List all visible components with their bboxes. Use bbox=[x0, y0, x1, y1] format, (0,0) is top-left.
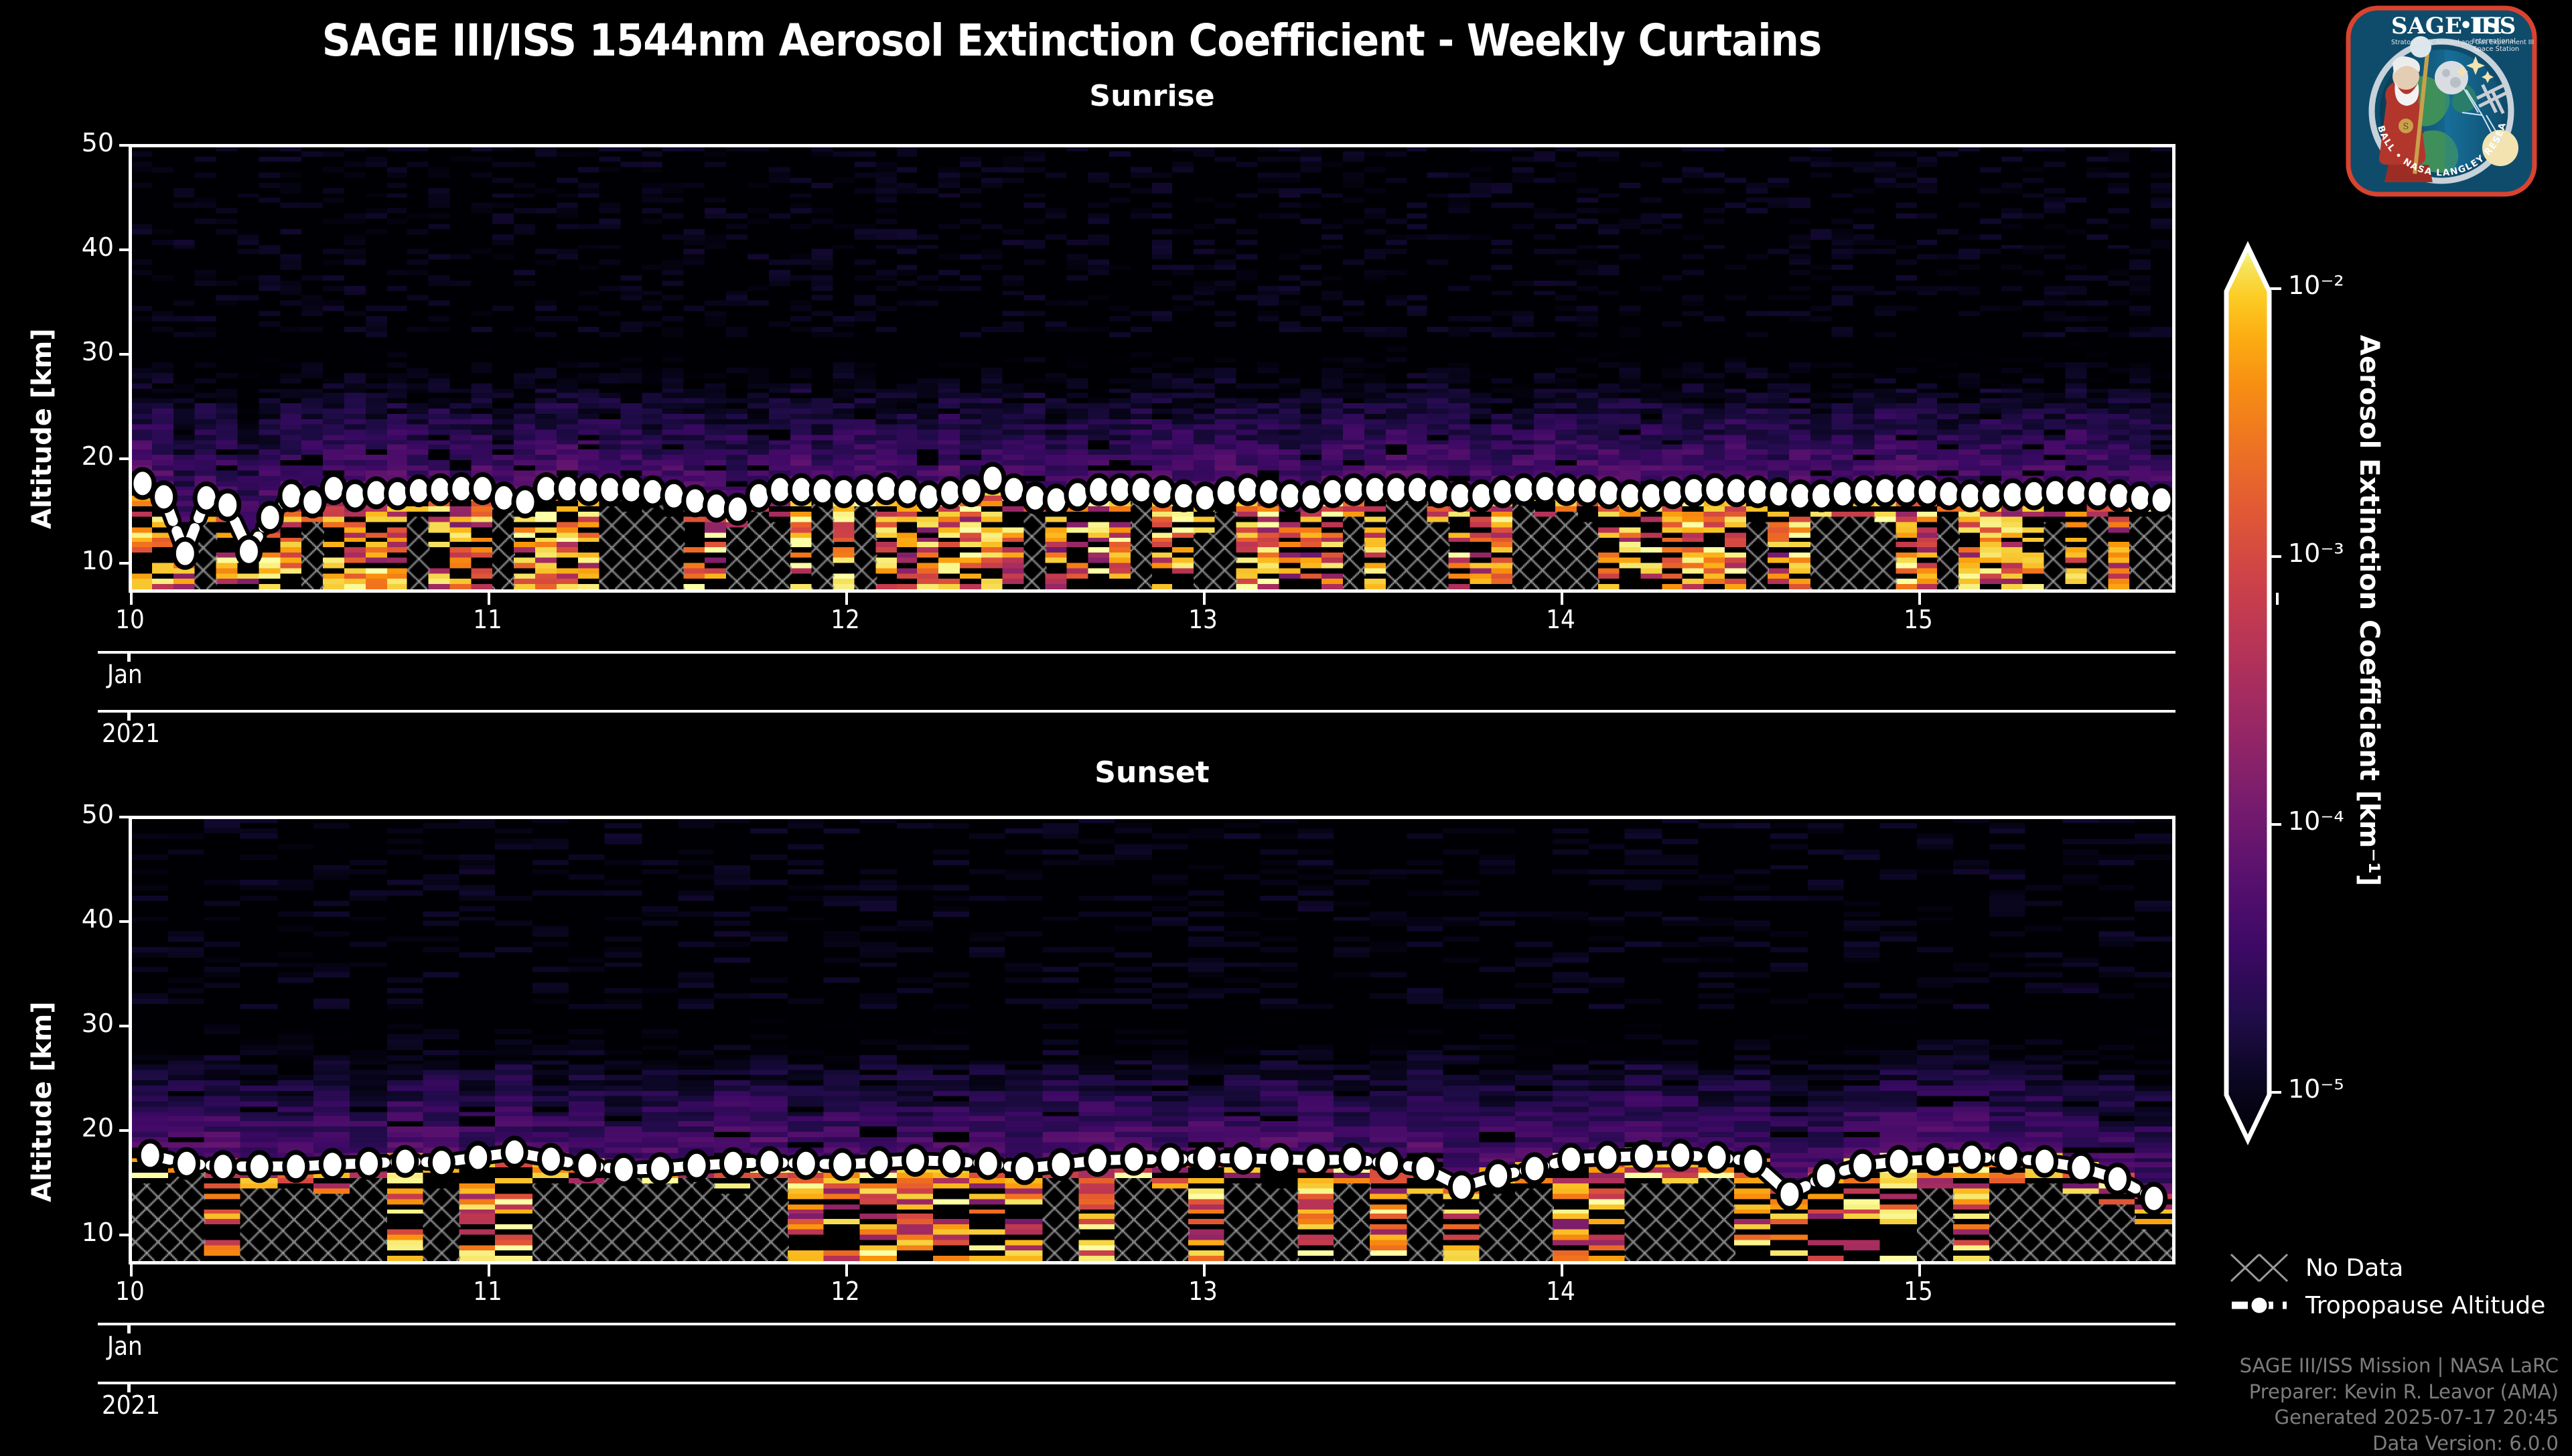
x-tick-mark bbox=[1203, 1264, 1206, 1277]
x-tick-label: 14 bbox=[1546, 605, 1575, 634]
y-tick-label: 10 bbox=[81, 1218, 114, 1247]
svg-text:S: S bbox=[2403, 122, 2409, 132]
hatch-swatch-icon bbox=[2230, 1254, 2288, 1282]
y-tick-mark bbox=[119, 353, 133, 356]
axis-level-tick-month-sunset bbox=[127, 1323, 131, 1333]
legend-item-tropopause[interactable]: Tropopause Altitude bbox=[2230, 1287, 2565, 1324]
y-tick-mark bbox=[119, 920, 133, 923]
axis-level-line-year-sunset bbox=[98, 1382, 2175, 1384]
y-tick-mark bbox=[119, 248, 133, 251]
x-tick-mark bbox=[1561, 593, 1563, 605]
y-tick-label: 30 bbox=[81, 1009, 114, 1038]
axis-level-tick-year-sunrise bbox=[127, 710, 131, 721]
colorbar-gradient bbox=[2224, 240, 2272, 1146]
x-axis-year-label-sunset: 2021 bbox=[102, 1390, 160, 1420]
x-tick-label: 13 bbox=[1188, 605, 1218, 634]
y-tick-label: 20 bbox=[81, 441, 114, 471]
tropopause-line-sunset bbox=[136, 1135, 2168, 1215]
y-tick-mark bbox=[119, 144, 133, 147]
y-tick-mark bbox=[119, 457, 133, 460]
panel-title-sunset: Sunset bbox=[1094, 755, 1210, 790]
logo-subtitle-left: Stratospheric Aerosol and Gas Experiment… bbox=[2391, 39, 2534, 46]
y-tick-mark bbox=[119, 1025, 133, 1027]
panel-title-sunrise: Sunrise bbox=[1089, 79, 1215, 113]
x-tick-mark bbox=[130, 593, 133, 605]
curtain-canvas-sunrise bbox=[132, 147, 2172, 589]
y-tick-label: 10 bbox=[81, 546, 114, 575]
footer: SAGE III/ISS Mission | NASA LaRC Prepare… bbox=[1808, 1353, 2559, 1456]
y-tick-label: 40 bbox=[81, 232, 114, 262]
axis-level-tick-month-sunrise bbox=[127, 651, 131, 662]
x-tick-mark bbox=[1918, 1264, 1921, 1277]
colorbar-title: Aerosol Extinction Coefficient [km⁻¹] bbox=[2354, 335, 2384, 887]
x-axis-month-label-sunrise: Jan bbox=[107, 660, 143, 689]
x-tick-mark bbox=[1203, 593, 1206, 605]
page-title: SAGE III/ISS 1544nm Aerosol Extinction C… bbox=[322, 15, 1823, 66]
y-tick-label: 30 bbox=[81, 337, 114, 366]
x-tick-mark bbox=[488, 1264, 490, 1277]
axis-level-line-year-sunrise bbox=[98, 710, 2175, 713]
legend-item-no-data[interactable]: No Data bbox=[2230, 1249, 2565, 1287]
x-tick-label: 13 bbox=[1188, 1277, 1218, 1306]
sage-iii-iss-logo: S SAGE III • ISS Stratospheric Aerosol a… bbox=[2340, 0, 2539, 198]
colorbar-tick-label: 10⁻⁵ bbox=[2288, 1074, 2344, 1104]
y-tick-label: 50 bbox=[81, 800, 114, 829]
curtain-plot-sunrise[interactable] bbox=[129, 144, 2175, 593]
y-tick-label: 40 bbox=[81, 904, 114, 934]
colorbar-tick-label: 10⁻⁴ bbox=[2288, 806, 2344, 836]
colorbar-tick-mark bbox=[2269, 555, 2281, 558]
logo-dot: • bbox=[2459, 14, 2472, 38]
x-tick-mark bbox=[1918, 593, 1921, 605]
logo-title-left: SAGE III bbox=[2391, 13, 2502, 40]
x-tick-label: 12 bbox=[831, 1277, 860, 1306]
y-tick-mark bbox=[119, 1129, 133, 1132]
footer-line-mission: SAGE III/ISS Mission | NASA LaRC bbox=[2239, 1354, 2559, 1377]
y-tick-label: 50 bbox=[81, 128, 114, 157]
footer-line-generated: Generated 2025-07-17 20:45 bbox=[2274, 1406, 2559, 1429]
x-tick-mark bbox=[130, 1264, 133, 1277]
x-tick-label: 12 bbox=[831, 605, 860, 634]
logo-title-right: ISS bbox=[2473, 13, 2516, 40]
y-tick-mark bbox=[119, 562, 133, 565]
legend: No Data Tropopause Altitude bbox=[2230, 1249, 2565, 1324]
y-tick-mark bbox=[119, 816, 133, 818]
legend-label-tropopause: Tropopause Altitude bbox=[2305, 1291, 2546, 1319]
x-axis-month-label-sunset: Jan bbox=[107, 1331, 143, 1361]
footer-line-version: Data Version: 6.0.0 bbox=[2372, 1431, 2559, 1455]
curtain-plot-sunset[interactable] bbox=[129, 816, 2175, 1264]
axis-level-line-month-sunset bbox=[98, 1323, 2175, 1325]
x-tick-label: 11 bbox=[473, 1277, 502, 1306]
x-tick-label: 10 bbox=[115, 605, 145, 634]
colorbar[interactable] bbox=[2224, 194, 2284, 1195]
x-tick-mark bbox=[845, 1264, 848, 1277]
axis-level-line-month-sunrise bbox=[98, 651, 2175, 654]
logo-subtitle-right-2: Space Station bbox=[2473, 46, 2519, 53]
colorbar-tick-mark bbox=[2269, 1091, 2281, 1094]
legend-label-no-data: No Data bbox=[2305, 1254, 2404, 1282]
dashed-marker-line-icon bbox=[2232, 1295, 2287, 1315]
colorbar-tick-mark bbox=[2269, 823, 2281, 826]
tropopause-line-sunrise bbox=[132, 461, 2172, 578]
colorbar-tick-label: 10⁻³ bbox=[2288, 538, 2344, 568]
colorbar-tick-mark bbox=[2269, 287, 2281, 290]
logo-subtitle-right-1: International bbox=[2473, 38, 2516, 45]
x-tick-mark bbox=[2276, 593, 2279, 605]
x-axis-year-label-sunrise: 2021 bbox=[102, 719, 160, 748]
y-tick-mark bbox=[119, 1234, 133, 1236]
axis-level-tick-year-sunset bbox=[127, 1382, 131, 1392]
y-tick-label: 20 bbox=[81, 1113, 114, 1143]
x-tick-mark bbox=[845, 593, 848, 605]
colorbar-tick-label: 10⁻² bbox=[2288, 271, 2344, 300]
x-tick-mark bbox=[1561, 1264, 1563, 1277]
x-tick-label: 10 bbox=[115, 1277, 145, 1306]
x-tick-mark bbox=[488, 593, 490, 605]
x-tick-label: 11 bbox=[473, 605, 502, 634]
x-tick-label: 14 bbox=[1546, 1277, 1575, 1306]
footer-line-preparer: Preparer: Kevin R. Leavor (AMA) bbox=[2248, 1380, 2559, 1403]
x-tick-label: 15 bbox=[1904, 605, 1933, 634]
x-tick-label: 15 bbox=[1904, 1277, 1933, 1306]
